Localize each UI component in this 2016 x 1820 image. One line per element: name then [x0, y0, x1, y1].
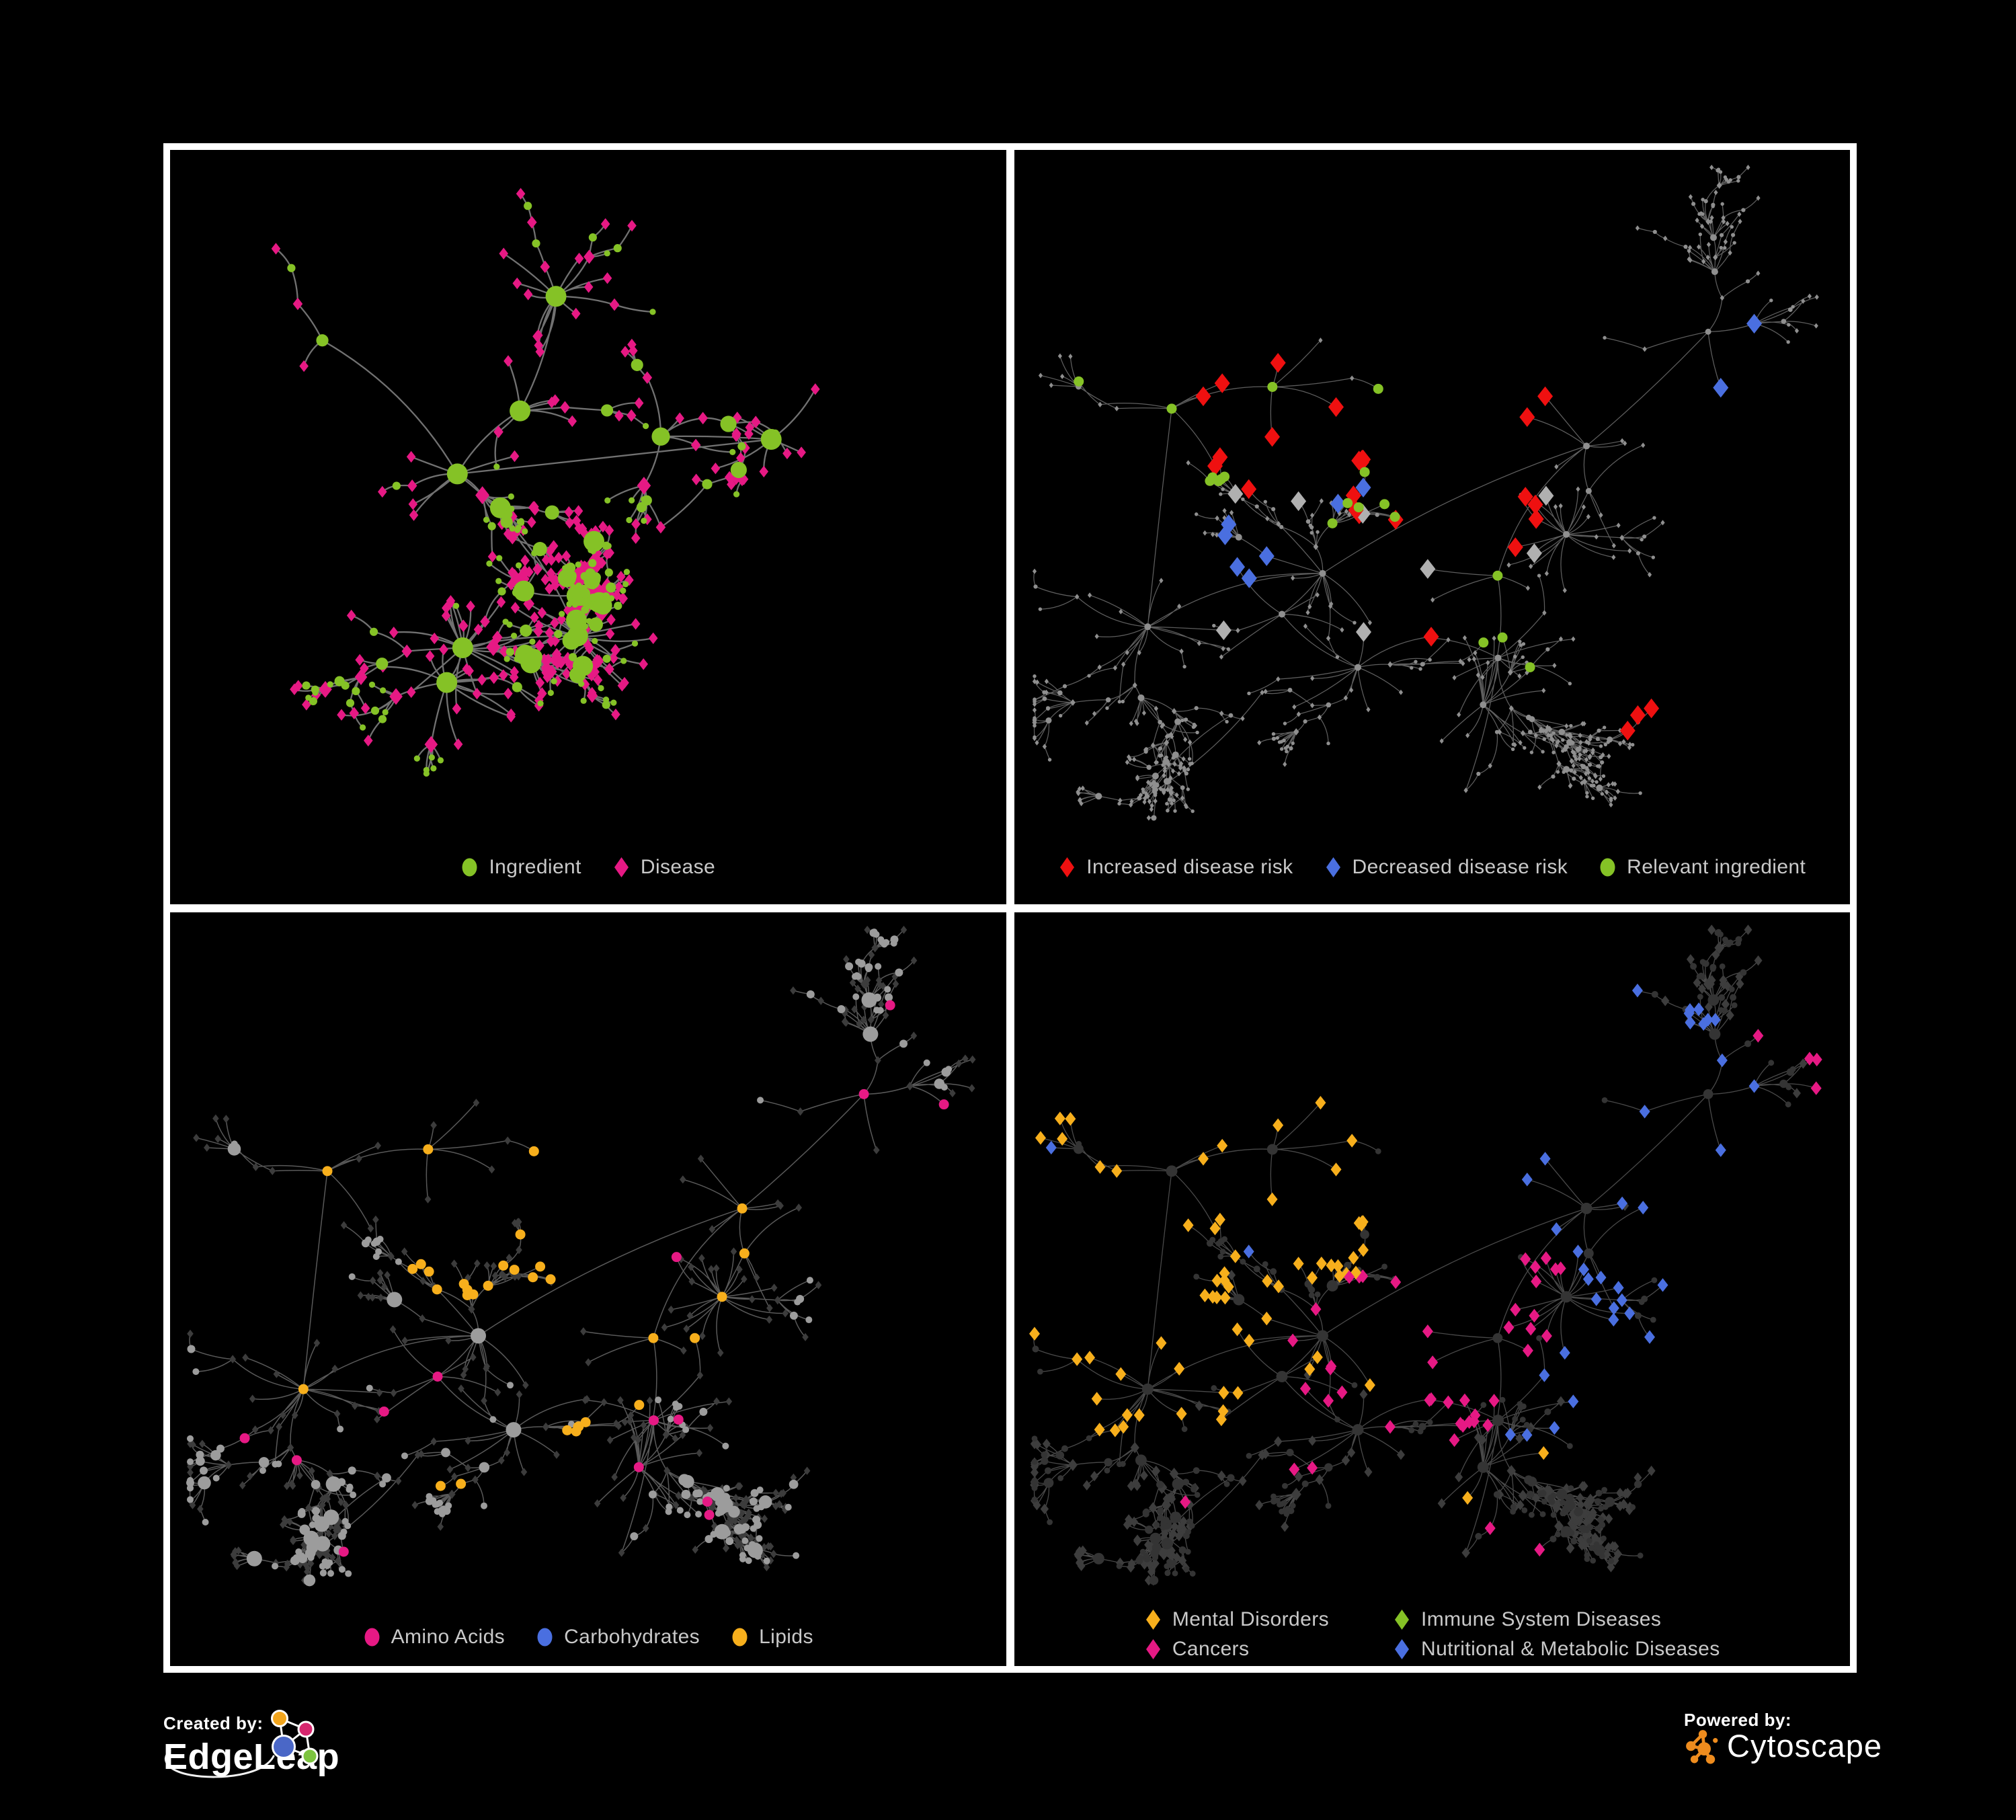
panel-disease-categories: Mental Disorders Immune System Diseases … [1014, 912, 1851, 1666]
legend-label-ingredient: Ingredient [489, 855, 581, 878]
panel-ingredient-disease: Ingredient Disease [170, 150, 1006, 904]
legend-disease-risk: Increased disease risk Decreased disease… [1014, 856, 1851, 879]
edgeleap-credit: Created by: EdgeLeap [163, 1710, 513, 1797]
network-macronutrient-classes [186, 925, 976, 1586]
legend-item-immune-diseases: Immune System Diseases [1393, 1608, 1720, 1631]
legend-item-disease: Disease [612, 856, 715, 879]
legend-label-decreased-risk: Decreased disease risk [1352, 855, 1568, 878]
legend-item-nutritional-metabolic: Nutritional & Metabolic Diseases [1393, 1638, 1720, 1661]
mental-disorders-icon [1144, 1609, 1162, 1630]
legend-label-immune-diseases: Immune System Diseases [1421, 1608, 1662, 1630]
disease-icon [612, 857, 631, 878]
legend-ingredient-disease: Ingredient Disease [170, 856, 1006, 879]
legend-label-mental-disorders: Mental Disorders [1172, 1608, 1329, 1630]
network-disease-risk [1031, 164, 1819, 821]
ingredient-icon [460, 857, 479, 878]
legend-item-amino-acids: Amino Acids [363, 1626, 505, 1649]
nutritional-metabolic-icon [1393, 1638, 1411, 1660]
legend-label-carbohydrates: Carbohydrates [564, 1626, 700, 1648]
carbohydrates-icon [536, 1626, 554, 1648]
legend-label-amino-acids: Amino Acids [391, 1626, 506, 1648]
legend-label-cancers: Cancers [1172, 1638, 1250, 1660]
cytoscape-logo-icon [1686, 1729, 1718, 1764]
immune-diseases-icon [1393, 1609, 1411, 1630]
decreased-risk-icon [1324, 857, 1342, 878]
network-disease-categories [1029, 924, 1822, 1585]
legend-label-increased-risk: Increased disease risk [1086, 855, 1293, 878]
cytoscape-credit: Powered by: Cytoscape [1684, 1710, 1899, 1784]
legend-item-relevant-ingredient: Relevant ingredient [1599, 856, 1806, 879]
amino-acids-icon [363, 1626, 381, 1648]
relevant-ingredient-icon [1599, 857, 1617, 878]
network-ingredient-disease [271, 188, 820, 777]
panel-macronutrient-classes: Amino Acids Carbohydrates Lipids [170, 912, 1006, 1666]
increased-risk-icon [1058, 857, 1076, 878]
legend-item-increased-risk: Increased disease risk [1058, 856, 1293, 879]
legend-item-carbohydrates: Carbohydrates [536, 1626, 700, 1649]
legend-item-ingredient: Ingredient [460, 856, 581, 879]
created-by-label: Created by: [163, 1713, 264, 1733]
edgeleap-logo-icon [165, 1710, 319, 1778]
panel-disease-risk: Increased disease risk Decreased disease… [1014, 150, 1851, 904]
legend-item-mental-disorders: Mental Disorders [1144, 1608, 1329, 1631]
legend-label-lipids: Lipids [759, 1626, 813, 1648]
figure-grid: Ingredient Disease Increased disease ris… [163, 143, 1857, 1673]
powered-by-label: Powered by: [1684, 1710, 1792, 1730]
legend-label-disease: Disease [640, 855, 716, 878]
legend-item-cancers: Cancers [1144, 1638, 1329, 1661]
legend-item-decreased-risk: Decreased disease risk [1324, 856, 1568, 879]
legend-macronutrient-classes: Amino Acids Carbohydrates Lipids [170, 1626, 1006, 1649]
legend-label-nutritional-metabolic: Nutritional & Metabolic Diseases [1421, 1638, 1720, 1660]
cytoscape-wordmark: Cytoscape [1727, 1728, 1883, 1764]
legend-item-lipids: Lipids [731, 1626, 813, 1649]
lipids-icon [731, 1626, 749, 1648]
legend-disease-categories: Mental Disorders Immune System Diseases … [1014, 1608, 1851, 1661]
legend-label-relevant-ingredient: Relevant ingredient [1627, 855, 1806, 878]
cancers-icon [1144, 1638, 1162, 1660]
